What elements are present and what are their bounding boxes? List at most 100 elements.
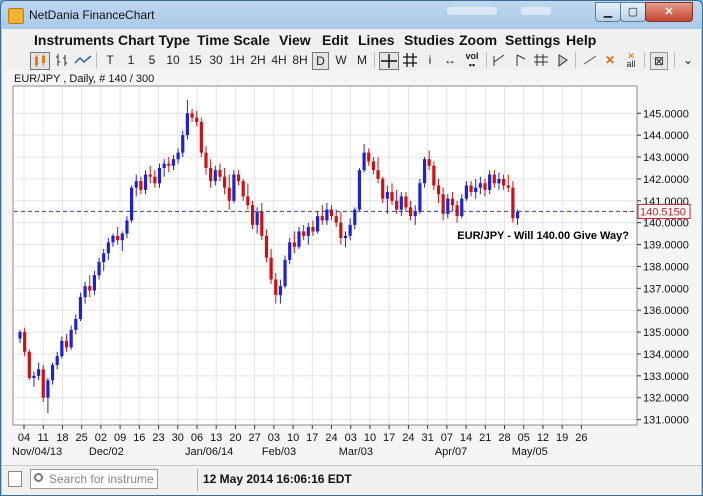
- timeframe-1[interactable]: 1: [127, 53, 135, 67]
- timeframe-t[interactable]: T: [106, 53, 114, 67]
- x-tick-label: 19: [556, 432, 568, 444]
- y-tick-label: 145.0000: [643, 108, 689, 120]
- fibonacci-icon[interactable]: [533, 52, 549, 68]
- timeframe-10[interactable]: 10: [166, 53, 180, 67]
- candle-body: [311, 227, 315, 232]
- timeframe-d[interactable]: D: [312, 52, 329, 70]
- document-icon[interactable]: [8, 471, 22, 487]
- menu-help[interactable]: Help: [566, 32, 597, 48]
- x-tick-label: 28: [498, 432, 510, 444]
- y-tick-label: 136.0000: [643, 305, 689, 317]
- menu-time-scale[interactable]: Time Scale: [197, 32, 270, 48]
- timeframe-4h[interactable]: 4H: [271, 53, 287, 67]
- x-tick-label: 02: [95, 432, 107, 444]
- candlestick-chart-icon[interactable]: [30, 52, 50, 70]
- timeframe-m[interactable]: M: [357, 53, 367, 67]
- trendline-icon[interactable]: [491, 52, 507, 68]
- line-chart-icon[interactable]: [74, 52, 92, 68]
- menu-studies[interactable]: Studies: [404, 32, 455, 48]
- timeframe-15[interactable]: 15: [188, 53, 202, 67]
- y-tick-label: 139.0000: [643, 240, 689, 252]
- timeframe-w[interactable]: W: [335, 53, 347, 67]
- settings-panel-icon[interactable]: ⊠: [650, 52, 668, 70]
- app-logo-icon: [8, 8, 24, 24]
- toolbar-separator: [96, 52, 97, 68]
- x-tick-label: 16: [133, 432, 145, 444]
- candle-body: [139, 181, 143, 190]
- x-tick-label: 05: [518, 432, 530, 444]
- status-datetime: 12 May 2014 16:06:16 EDT: [203, 472, 352, 486]
- timeframe-5[interactable]: 5: [148, 53, 156, 67]
- menu-chart-type[interactable]: Chart Type: [118, 32, 191, 48]
- x-tick-label: 26: [575, 432, 587, 444]
- candle-body: [446, 198, 450, 214]
- x-month-label: Mar/03: [339, 446, 373, 458]
- menu-instruments[interactable]: Instruments: [34, 32, 115, 48]
- delete-all-icon[interactable]: ✕ all: [626, 51, 636, 69]
- blurred-title-area: [521, 7, 551, 15]
- ohlc-bar-icon[interactable]: [54, 52, 70, 68]
- candle-body: [106, 242, 110, 254]
- draw-line-icon[interactable]: [582, 52, 598, 68]
- scroll-arrows-icon[interactable]: ↔: [444, 53, 456, 67]
- x-tick-label: 17: [383, 432, 395, 444]
- toolbar-separator: [374, 52, 375, 68]
- candle-body: [218, 170, 222, 177]
- pointer-icon[interactable]: [554, 52, 570, 68]
- candle-body: [120, 233, 124, 241]
- menu-lines[interactable]: Lines: [358, 32, 395, 48]
- candle-body: [357, 170, 362, 210]
- title-bar[interactable]: NetDania FinanceChart ▁ ▢ ✕: [1, 1, 702, 29]
- grid-icon[interactable]: [402, 52, 418, 68]
- x-month-label: May/05: [512, 446, 548, 458]
- candle-body: [60, 340, 64, 357]
- close-button[interactable]: ✕: [645, 2, 693, 22]
- timeframe-30[interactable]: 30: [209, 53, 223, 67]
- delete-icon[interactable]: ✕: [604, 53, 616, 67]
- minimize-button[interactable]: ▁: [595, 2, 621, 22]
- x-tick-label: 03: [268, 432, 280, 444]
- delete-all-label: all: [626, 59, 636, 69]
- candle-body: [413, 211, 417, 217]
- price-chart[interactable]: 131.0000 132.0000 133.0000 134.0000 135.0000…: [2, 71, 701, 465]
- menu-settings[interactable]: Settings: [505, 32, 561, 48]
- candle-body: [227, 187, 231, 201]
- timeframe-1h[interactable]: 1H: [229, 53, 245, 67]
- candle-body: [288, 242, 292, 260]
- maximize-button[interactable]: ▢: [620, 2, 646, 22]
- chart-panel: 131.0000 132.0000 133.0000 134.0000 135.0000…: [2, 71, 701, 465]
- y-tick-label: 143.0000: [643, 152, 689, 164]
- candle-body: [306, 227, 310, 236]
- ray-icon[interactable]: [512, 52, 528, 68]
- x-tick-label: 04: [18, 432, 30, 444]
- crosshair-icon[interactable]: [379, 52, 399, 70]
- candle-body: [460, 198, 464, 217]
- candle-body: [92, 275, 96, 291]
- candle-body: [432, 165, 436, 186]
- search-input[interactable]: [49, 471, 153, 486]
- candle-body: [46, 380, 50, 398]
- candle-body: [292, 242, 296, 247]
- timeframe-2h[interactable]: 2H: [250, 53, 266, 67]
- toolbar-separator: [486, 52, 487, 68]
- toolbar: T 1 5 10 15 30 1H 2H 4H 8H D W M i ↔ vol…: [2, 49, 701, 72]
- menu-bar: Instruments Chart Type Time Scale View E…: [2, 29, 701, 49]
- volume-toggle[interactable]: vol ▪▪: [465, 51, 479, 70]
- candle-body: [422, 159, 427, 184]
- chevron-down-icon[interactable]: ⌄: [683, 53, 694, 67]
- candle-body: [362, 152, 366, 171]
- timeframe-8h[interactable]: 8H: [292, 53, 308, 67]
- candle-body: [185, 113, 189, 136]
- status-bar: 12 May 2014 16:06:16 EDT: [2, 465, 701, 495]
- x-tick-label: 24: [402, 432, 414, 444]
- menu-zoom[interactable]: Zoom: [459, 32, 498, 48]
- candle-body: [162, 163, 166, 168]
- menu-view[interactable]: View: [279, 32, 311, 48]
- info-icon[interactable]: i: [428, 53, 432, 67]
- x-tick-label: 23: [152, 432, 164, 444]
- menu-edit[interactable]: Edit: [322, 32, 349, 48]
- candle-body: [297, 231, 301, 247]
- y-tick-label: 131.0000: [643, 415, 689, 427]
- candle-body: [78, 297, 83, 319]
